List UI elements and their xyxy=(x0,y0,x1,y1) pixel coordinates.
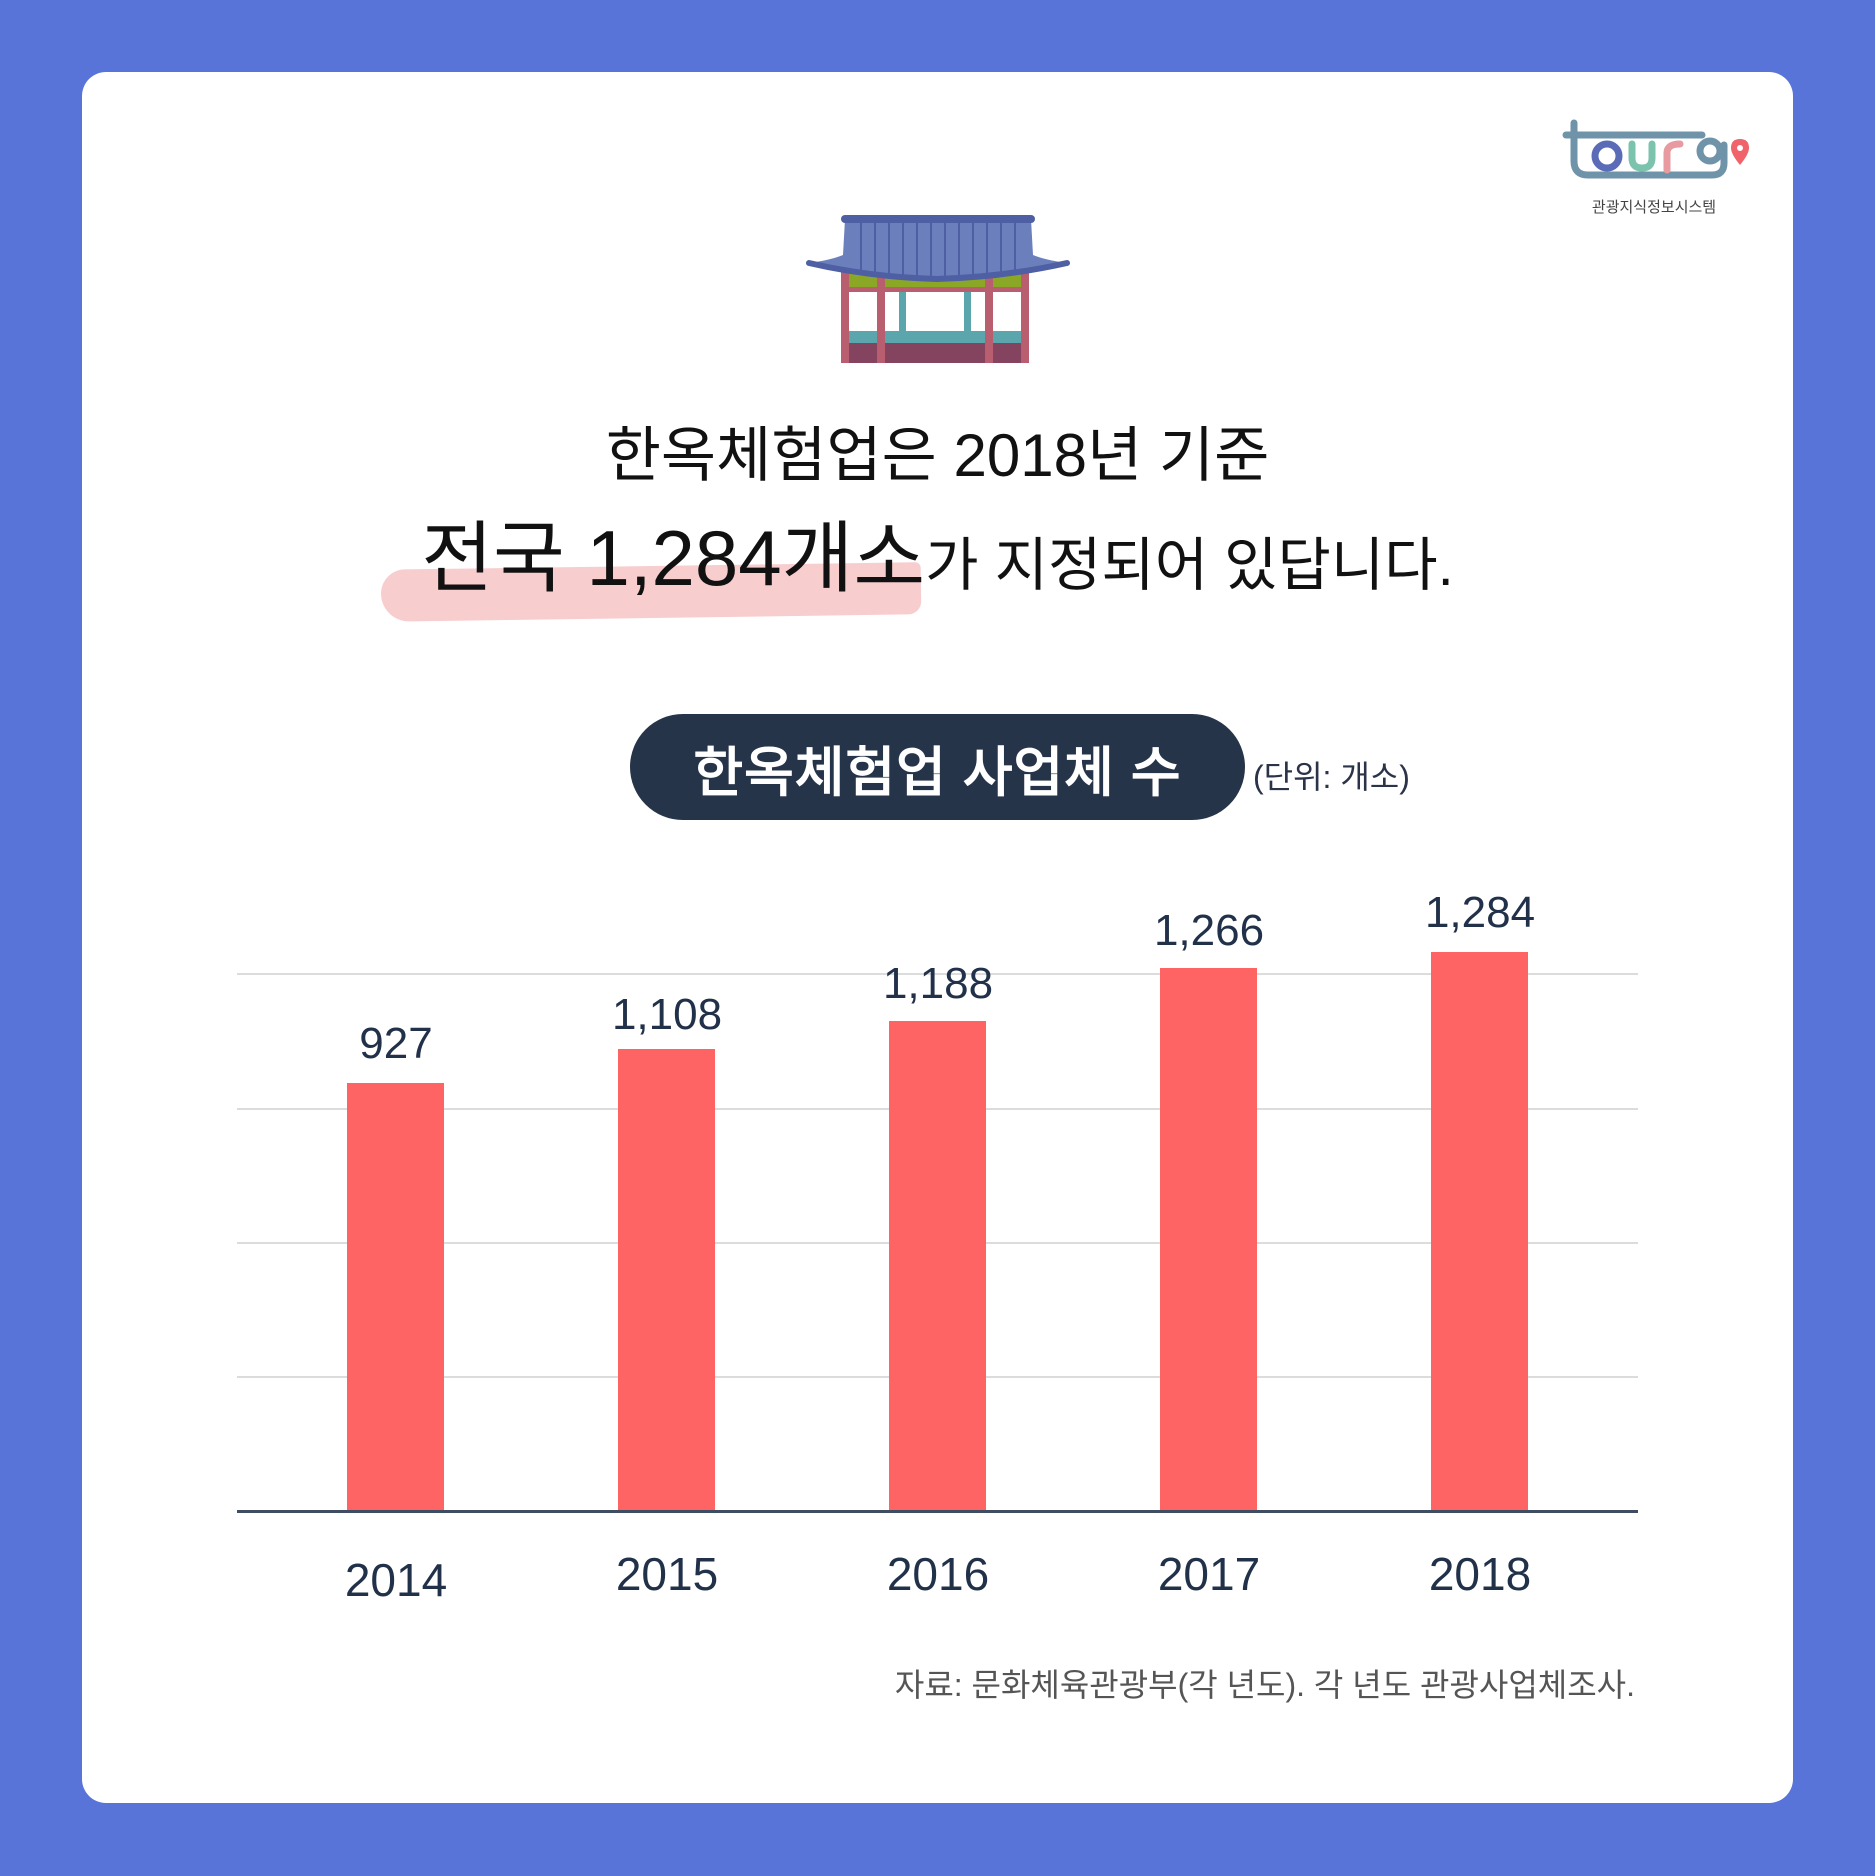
x-tick-2018: 2018 xyxy=(1428,1548,1532,1600)
x-tick-2015: 2015 xyxy=(615,1548,719,1600)
bar-2015 xyxy=(618,1049,715,1511)
unit-label: (단위: 개소) xyxy=(1253,759,1410,795)
hanok-house-icon xyxy=(806,215,1070,363)
value-label-2017: 1,266 xyxy=(1153,906,1265,955)
gridline xyxy=(237,973,1638,975)
value-label-2014: 927 xyxy=(359,1019,433,1068)
value-label-2016: 1,188 xyxy=(882,959,994,1008)
chart-title: 한옥체험업 사업체 수 xyxy=(693,742,1182,803)
headline-line2: 전국 1,284개소가 지정되어 있답니다. xyxy=(0,508,1875,631)
logo-subtitle: 관광지식정보시스템 xyxy=(1591,199,1717,216)
headline-rest-text: 가 지정되어 있답니다. xyxy=(925,533,1454,598)
value-label-2015: 1,108 xyxy=(611,990,723,1039)
headline-highlight-text: 전국 1,284개소 xyxy=(421,514,926,602)
x-tick-2014: 2014 xyxy=(344,1554,448,1606)
bar-2014 xyxy=(347,1083,444,1511)
headline-line1: 한옥체험업은 2018년 기준 xyxy=(605,422,1270,489)
x-tick-2017: 2017 xyxy=(1157,1548,1261,1600)
x-tick-2016: 2016 xyxy=(886,1548,990,1600)
bar-2017 xyxy=(1160,968,1257,1511)
value-label-2018: 1,284 xyxy=(1424,888,1536,937)
bar-2018 xyxy=(1431,952,1528,1511)
tourg-logo-icon xyxy=(1562,119,1749,179)
bar-2016 xyxy=(889,1021,986,1511)
source-note: 자료: 문화체육관광부(각 년도). 각 년도 관광사업체조사. xyxy=(894,1667,1635,1703)
x-axis-line xyxy=(237,1510,1638,1513)
chart-title-pill: 한옥체험업 사업체 수 xyxy=(630,714,1245,820)
